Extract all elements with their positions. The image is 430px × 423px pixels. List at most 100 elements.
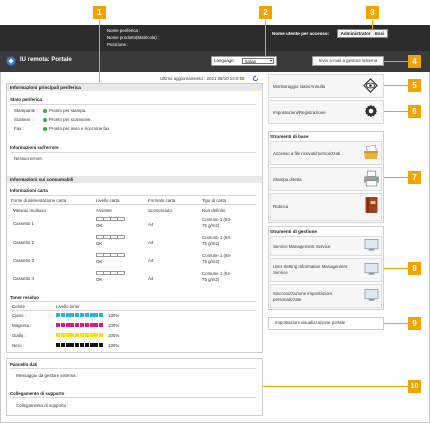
printer-status-label: Stampante :: [14, 108, 38, 113]
toner-segment: [84, 313, 89, 317]
service-management-button[interactable]: [270, 236, 382, 256]
device-info-panel: [6, 83, 263, 353]
status-ok-icon: [43, 127, 47, 131]
device-name-label: Nome periferica :: [107, 28, 141, 33]
paper-size: A4: [148, 258, 154, 263]
paper-size: A4: [148, 276, 154, 281]
toner-col-level: Livello toner: [56, 304, 80, 309]
chevron-down-icon: ▾: [269, 58, 272, 63]
toner-segment: [60, 313, 65, 317]
toner-color: Ciano :: [12, 313, 26, 318]
consumables-header: Informazioni sui consumabili: [7, 176, 262, 183]
toner-segment: [56, 323, 60, 327]
user-setting-management-button[interactable]: [270, 258, 382, 282]
toner-segment: [99, 343, 104, 347]
callout-line: [372, 20, 373, 29]
callout-badge: 10: [408, 380, 421, 393]
paper-type-weight: 75 g/m2): [202, 259, 220, 264]
toner-percent: 100%: [108, 313, 120, 318]
address-book-label: Rubrica: [273, 204, 289, 209]
callout-badge: 4: [408, 55, 421, 68]
toner-segment: [84, 343, 89, 347]
toner-color: Giallo :: [12, 333, 26, 338]
personal-settings-sync-button[interactable]: [270, 284, 382, 308]
divider: [10, 397, 256, 398]
status-monitor-icon: [363, 78, 378, 93]
device-status-title: Stato periferica: [10, 97, 42, 102]
toner-segment: [89, 323, 94, 327]
support-link-label: Collegamento di supporto :: [16, 403, 69, 408]
stored-files-button[interactable]: [270, 141, 382, 165]
toner-segment: [75, 323, 80, 327]
toner-segment: [89, 333, 94, 337]
toner-segment: [89, 343, 94, 347]
toner-segment: [75, 333, 80, 337]
toner-segment: [70, 313, 75, 317]
paper-size: A4: [148, 240, 154, 245]
toner-segment: [94, 323, 99, 327]
toner-segment: [75, 313, 80, 317]
logout-link[interactable]: Esci: [374, 31, 385, 36]
toner-segment: [80, 323, 84, 327]
callout-line: [99, 20, 100, 83]
paper-level: OK: [96, 259, 103, 264]
paper-level: OK: [96, 223, 103, 228]
paper-type: Comune 1 (64-: [202, 217, 232, 222]
paper-source: Cassetto 4: [13, 276, 34, 281]
toner-segment: [94, 313, 99, 317]
toner-segment: [94, 333, 99, 337]
paper-type-weight: 75 g/m2): [202, 241, 220, 246]
paper-source: Cassetto 2: [13, 240, 34, 245]
toner-color: Magenta :: [12, 323, 32, 328]
divider: [10, 152, 256, 153]
paper-size: Sconosciuto: [148, 208, 172, 213]
callout-line: [384, 85, 408, 86]
toner-segment: [65, 333, 70, 337]
callout-badge: 3: [366, 6, 379, 19]
address-book-button[interactable]: [270, 193, 382, 221]
paper-type-weight: 75 g/m2): [202, 223, 220, 228]
toner-segment: [94, 343, 99, 347]
printer-icon: [364, 170, 379, 187]
toner-segment: [75, 343, 80, 347]
divider: [10, 310, 256, 311]
toner-color: Nero :: [12, 343, 24, 348]
divider: [10, 104, 256, 105]
monitor-icon: [364, 289, 379, 301]
device-info-header: Informazioni principali periferica: [7, 84, 262, 91]
paper-level-gauge: [117, 253, 125, 257]
divider: [10, 368, 256, 369]
paper-source: Cassetto 3: [13, 258, 34, 263]
language-select[interactable]: Italian: [242, 58, 274, 64]
status-ok-icon: [43, 118, 47, 122]
paper-level-gauge: [117, 271, 125, 275]
admin-message-label: Messaggio da gestore sistema :: [16, 373, 78, 378]
paper-col-source: Fonte di alimentazione carta: [11, 198, 67, 203]
folder-files-icon: [364, 144, 378, 159]
service-management-label: Service Management Service: [273, 244, 331, 249]
settings-registration-button[interactable]: [268, 100, 384, 124]
toner-segment: [60, 343, 65, 347]
paper-source: Cassetto 1: [13, 221, 34, 226]
mail-admin-button[interactable]: Invio e-mail a gestore sistema: [312, 56, 384, 66]
toner-segment: [70, 333, 75, 337]
refresh-icon[interactable]: [252, 75, 259, 82]
paper-col-type: Tipo di carta: [202, 198, 226, 203]
admin-user-label: Administrator: [340, 31, 371, 36]
paper-type-weight: 75 g/m2): [202, 277, 220, 282]
toner-segment: [70, 323, 75, 327]
settings-registration-label: Impostazioni/Registrazione: [273, 110, 326, 115]
paper-level: Assente: [96, 208, 112, 213]
toner-percent: 100%: [108, 323, 120, 328]
admin-user-button[interactable]: Administrator Esci: [337, 29, 388, 38]
toner-segment: [65, 313, 70, 317]
toner-segment: [84, 323, 89, 327]
fax-status-label: Fax :: [14, 126, 24, 131]
direct-print-button[interactable]: [270, 167, 382, 191]
last-update-text: Ultimo aggiornamento : 2021 08/10 14:0:5…: [160, 76, 245, 81]
paper-level: OK: [96, 277, 103, 282]
portal-display-settings-button[interactable]: [268, 317, 384, 330]
toner-segment: [84, 333, 89, 337]
gear-icon: [364, 104, 378, 118]
paper-size: A4: [148, 222, 154, 227]
